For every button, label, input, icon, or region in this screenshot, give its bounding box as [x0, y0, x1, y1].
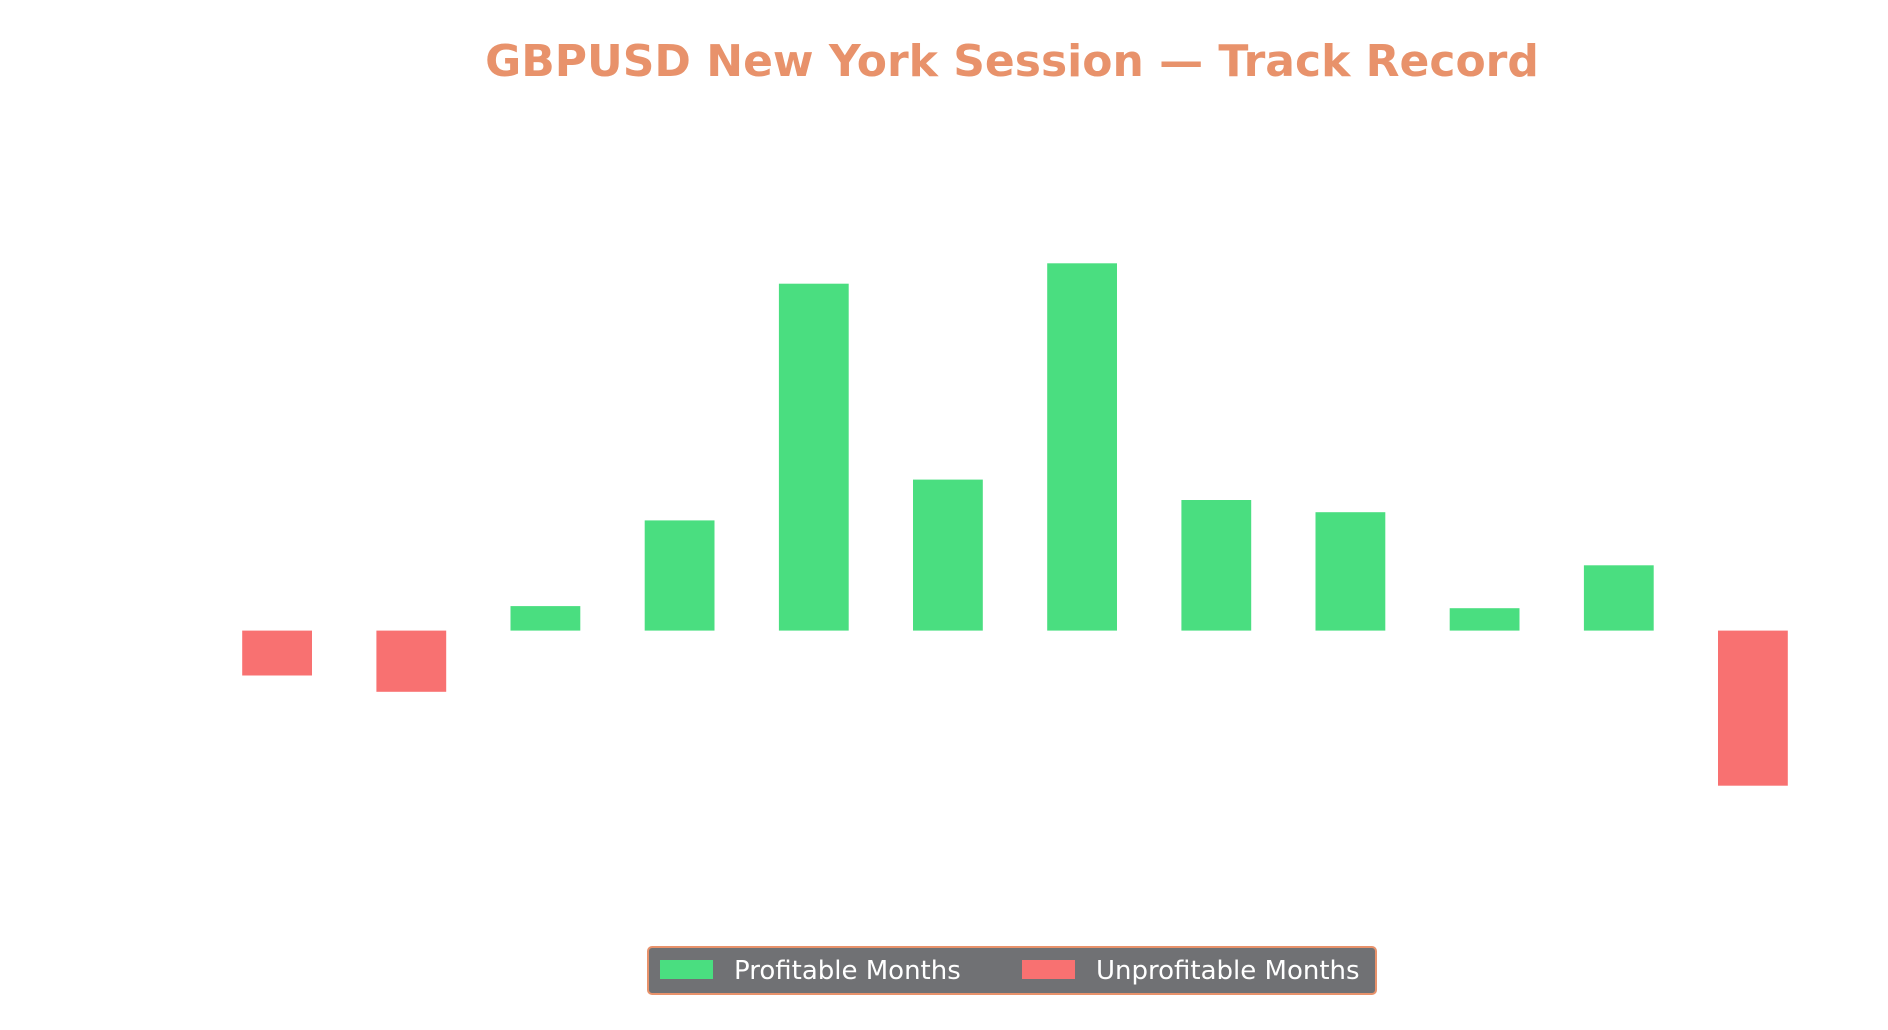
legend-label-unprofitable: Unprofitable Months [1096, 956, 1360, 986]
chart-title: GBPUSD New York Session — Track Record [485, 36, 1539, 87]
legend-swatch-unprofitable [1022, 960, 1075, 979]
bar-9 [1315, 512, 1386, 631]
bar-2 [376, 630, 447, 692]
legend-box [647, 946, 1377, 995]
bar-1 [242, 630, 312, 676]
legend-swatch-profitable [660, 960, 713, 979]
legend-label-profitable: Profitable Months [734, 956, 961, 986]
bars-group [242, 263, 1788, 786]
bar-11 [1583, 565, 1654, 631]
bar-4 [644, 520, 715, 631]
bar-10 [1449, 608, 1520, 631]
bar-6 [913, 479, 983, 631]
bar-8 [1181, 500, 1252, 631]
bar-7 [1047, 263, 1117, 631]
legend: Profitable Months Unprofitable Months [647, 946, 1377, 995]
bar-12 [1718, 630, 1788, 786]
bar-5 [778, 283, 849, 631]
bar-3 [510, 606, 581, 631]
